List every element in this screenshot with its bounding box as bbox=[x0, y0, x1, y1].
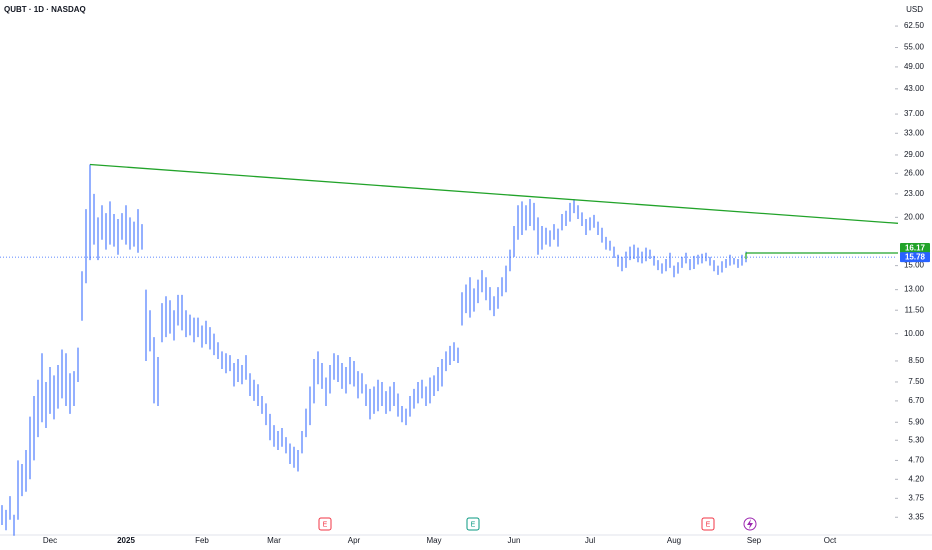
y-tick-label: 7.50 bbox=[908, 377, 924, 386]
price-tag-label: 16.17 bbox=[905, 244, 926, 253]
y-tick-label: 15.00 bbox=[904, 261, 925, 270]
y-tick-label: 5.30 bbox=[908, 435, 924, 444]
price-tag-label: 15.78 bbox=[905, 253, 926, 262]
trendline bbox=[89, 163, 899, 224]
y-tick-label: 13.00 bbox=[904, 285, 925, 294]
y-tick-label: 37.00 bbox=[904, 109, 925, 118]
y-tick-label: 20.00 bbox=[904, 212, 925, 221]
y-tick-label: 29.00 bbox=[904, 150, 925, 159]
x-tick-label: Jun bbox=[508, 536, 521, 545]
y-tick-label: 43.00 bbox=[904, 84, 925, 93]
y-tick-label: 11.50 bbox=[905, 305, 925, 314]
currency: USD bbox=[906, 5, 923, 14]
y-tick-label: 23.00 bbox=[904, 189, 925, 198]
y-tick-label: 5.90 bbox=[908, 417, 924, 426]
event-earnings[interactable]: E bbox=[466, 517, 480, 531]
event-earnings[interactable]: E bbox=[701, 517, 715, 531]
y-tick-label: 33.00 bbox=[904, 128, 925, 137]
event-label: E bbox=[706, 521, 711, 528]
symbol-title: QUBT · 1D · NASDAQ bbox=[4, 5, 86, 14]
y-tick-label: 4.70 bbox=[908, 456, 924, 465]
y-tick-label: 4.20 bbox=[908, 474, 924, 483]
event-earnings[interactable]: E bbox=[318, 517, 332, 531]
event-label: E bbox=[323, 521, 328, 528]
x-tick-label: Sep bbox=[747, 536, 762, 545]
x-tick-label: Mar bbox=[267, 536, 281, 545]
y-tick-label: 3.35 bbox=[908, 512, 924, 521]
event-icon bbox=[318, 517, 332, 531]
y-tick-label: 62.50 bbox=[904, 21, 925, 30]
x-tick-label: Apr bbox=[348, 536, 361, 545]
x-tick-label: Aug bbox=[667, 536, 681, 545]
event-icon bbox=[701, 517, 715, 531]
x-tick-label: 2025 bbox=[117, 536, 135, 545]
event-icon bbox=[466, 517, 480, 531]
lightning-icon bbox=[747, 519, 753, 529]
y-tick-label: 10.00 bbox=[904, 329, 925, 338]
y-tick-label: 8.50 bbox=[908, 356, 924, 365]
event-label: E bbox=[471, 521, 476, 528]
y-tick-label: 26.00 bbox=[904, 168, 925, 177]
price-tag bbox=[900, 252, 930, 263]
x-tick-label: Dec bbox=[43, 536, 57, 545]
x-tick-label: Jul bbox=[585, 536, 595, 545]
y-tick-label: 3.75 bbox=[908, 493, 924, 502]
x-tick-label: Oct bbox=[824, 536, 837, 545]
event-split[interactable] bbox=[743, 517, 757, 531]
x-tick-label: Feb bbox=[195, 536, 209, 545]
y-tick-label: 55.00 bbox=[904, 43, 925, 52]
y-tick-label: 6.70 bbox=[908, 396, 924, 405]
y-tick-label: 49.00 bbox=[904, 62, 925, 71]
x-tick-label: May bbox=[426, 536, 441, 545]
price-tag bbox=[900, 243, 930, 254]
